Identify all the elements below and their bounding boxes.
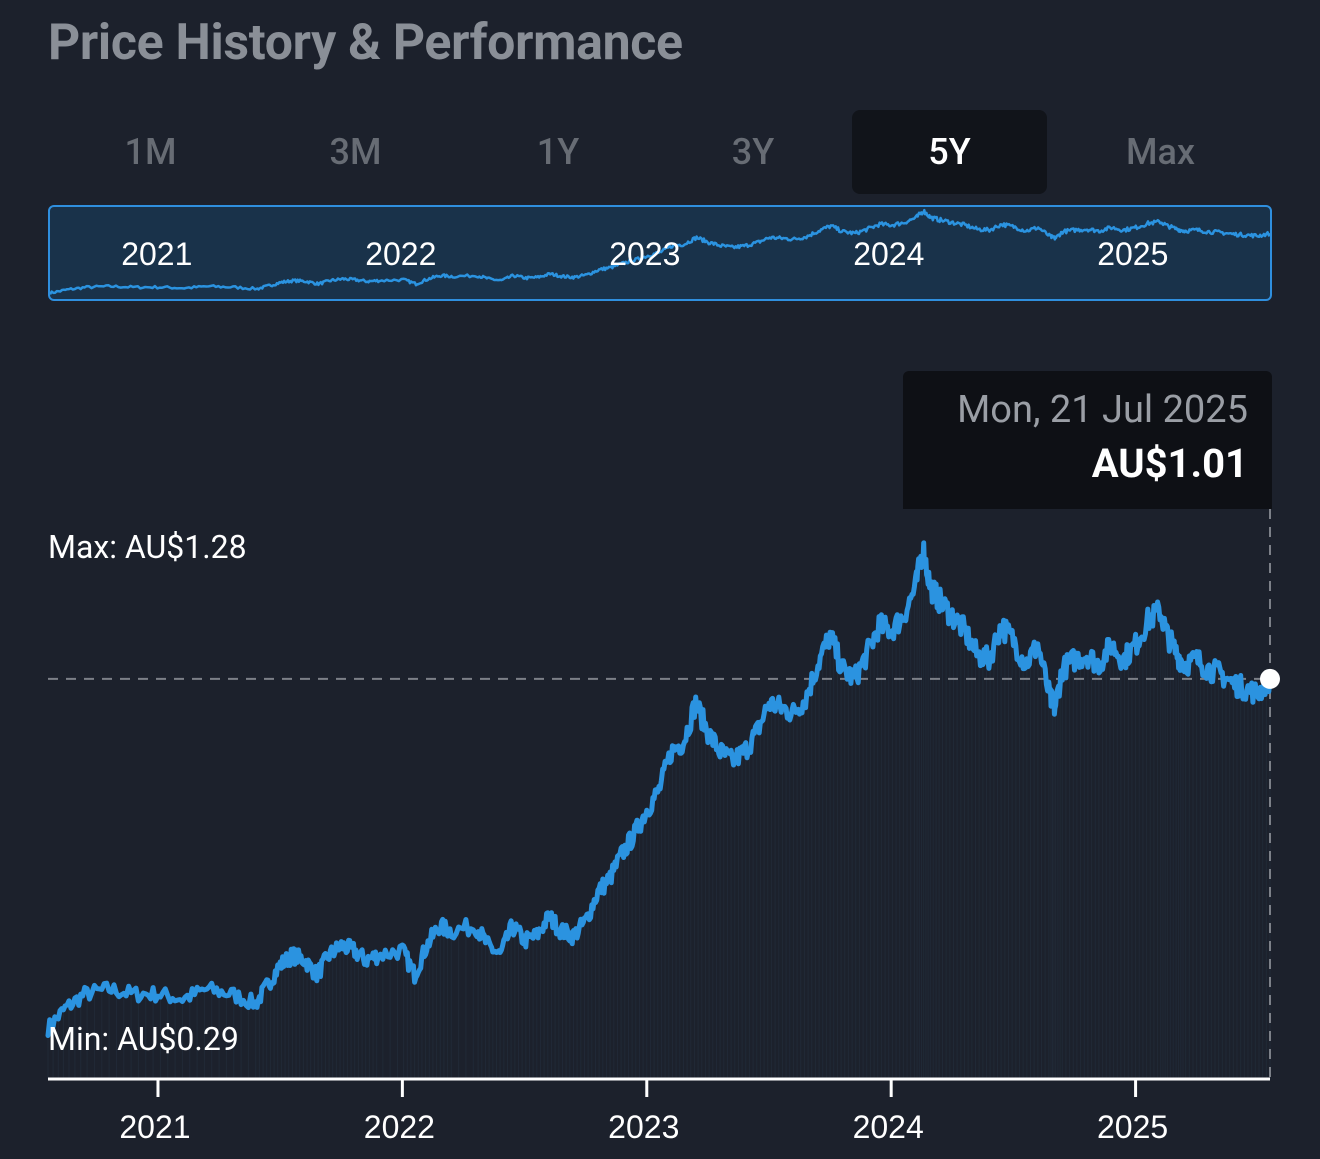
tab-3y[interactable]: 3Y [731,131,775,173]
tab-1m[interactable]: 1M [124,131,177,173]
navigator-line [50,208,1270,295]
x-tick-label: 2021 [119,1109,190,1145]
min-label: Min: AU$0.29 [48,1020,239,1058]
tab-5y[interactable]: 5Y [852,110,1047,194]
navigator-year-label: 2023 [609,236,680,272]
x-tick-label: 2023 [608,1109,679,1145]
tooltip-price: AU$1.01 [1091,440,1248,487]
x-tick-label: 2022 [364,1109,435,1145]
current-point [1260,668,1280,689]
range-tabs: 1M 3M 1Y 3Y 5Y Max [48,110,1270,194]
tab-max[interactable]: Max [1126,131,1195,173]
max-label: Max: AU$1.28 [48,528,247,566]
price-tooltip: Mon, 21 Jul 2025 AU$1.01 [903,371,1272,509]
range-navigator[interactable]: 2021 2022 2023 2024 2025 [48,205,1272,301]
price-line [45,540,1273,1038]
navigator-year-label: 2025 [1097,236,1168,272]
navigator-chart: 2021 2022 2023 2024 2025 [50,208,1270,295]
tooltip-date: Mon, 21 Jul 2025 [957,388,1248,432]
tab-1y[interactable]: 1Y [536,131,580,173]
tab-3m[interactable]: 3M [329,131,382,173]
page-title: Price History & Performance [48,14,683,72]
x-tick-label: 2025 [1097,1109,1168,1145]
navigator-year-label: 2022 [365,236,436,272]
navigator-year-label: 2021 [121,236,192,272]
navigator-year-label: 2024 [853,236,924,272]
x-tick-label: 2024 [853,1109,924,1145]
